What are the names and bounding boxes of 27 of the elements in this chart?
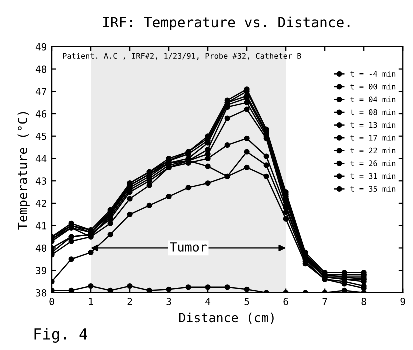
y-tick-label: 39 <box>36 267 47 274</box>
y-tick-label: 43 <box>36 178 46 185</box>
annotation: Tumor <box>170 242 207 252</box>
x-tick-label: 0 <box>50 298 54 306</box>
x-tick-label: 1 <box>89 298 94 306</box>
y-tick-label: 48 <box>36 66 47 74</box>
caption: Fig. 4 <box>34 328 88 343</box>
y-tick-label: 46 <box>36 110 47 118</box>
x-tick-label: 5 <box>244 298 250 306</box>
y-tick-label: 42 <box>36 200 46 208</box>
y-tick-label: 44 <box>36 155 47 162</box>
y-tick-label: 49 <box>36 43 47 51</box>
x-axis-title: Distance (cm) <box>179 312 274 324</box>
y-tick-label: 47 <box>36 88 46 96</box>
chart-title: IRF: Temperature vs. Distance. <box>104 16 350 30</box>
y-tick-label: 38 <box>36 289 47 297</box>
y-tick-label: 41 <box>36 222 47 230</box>
x-tick-label: 8 <box>362 298 366 306</box>
x-tick-label: 6 <box>284 298 288 306</box>
x-tick-label: 7 <box>322 298 328 306</box>
x-tick-label: 4 <box>206 298 211 306</box>
y-tick-label: 40 <box>36 244 47 252</box>
x-tick-label: 2 <box>128 298 132 306</box>
y-tick-label: 45 <box>36 133 46 140</box>
x-tick-label: 3 <box>166 298 172 306</box>
x-tick-label: 9 <box>400 298 406 306</box>
y-axis-title: Temperature (°C) <box>18 112 30 230</box>
